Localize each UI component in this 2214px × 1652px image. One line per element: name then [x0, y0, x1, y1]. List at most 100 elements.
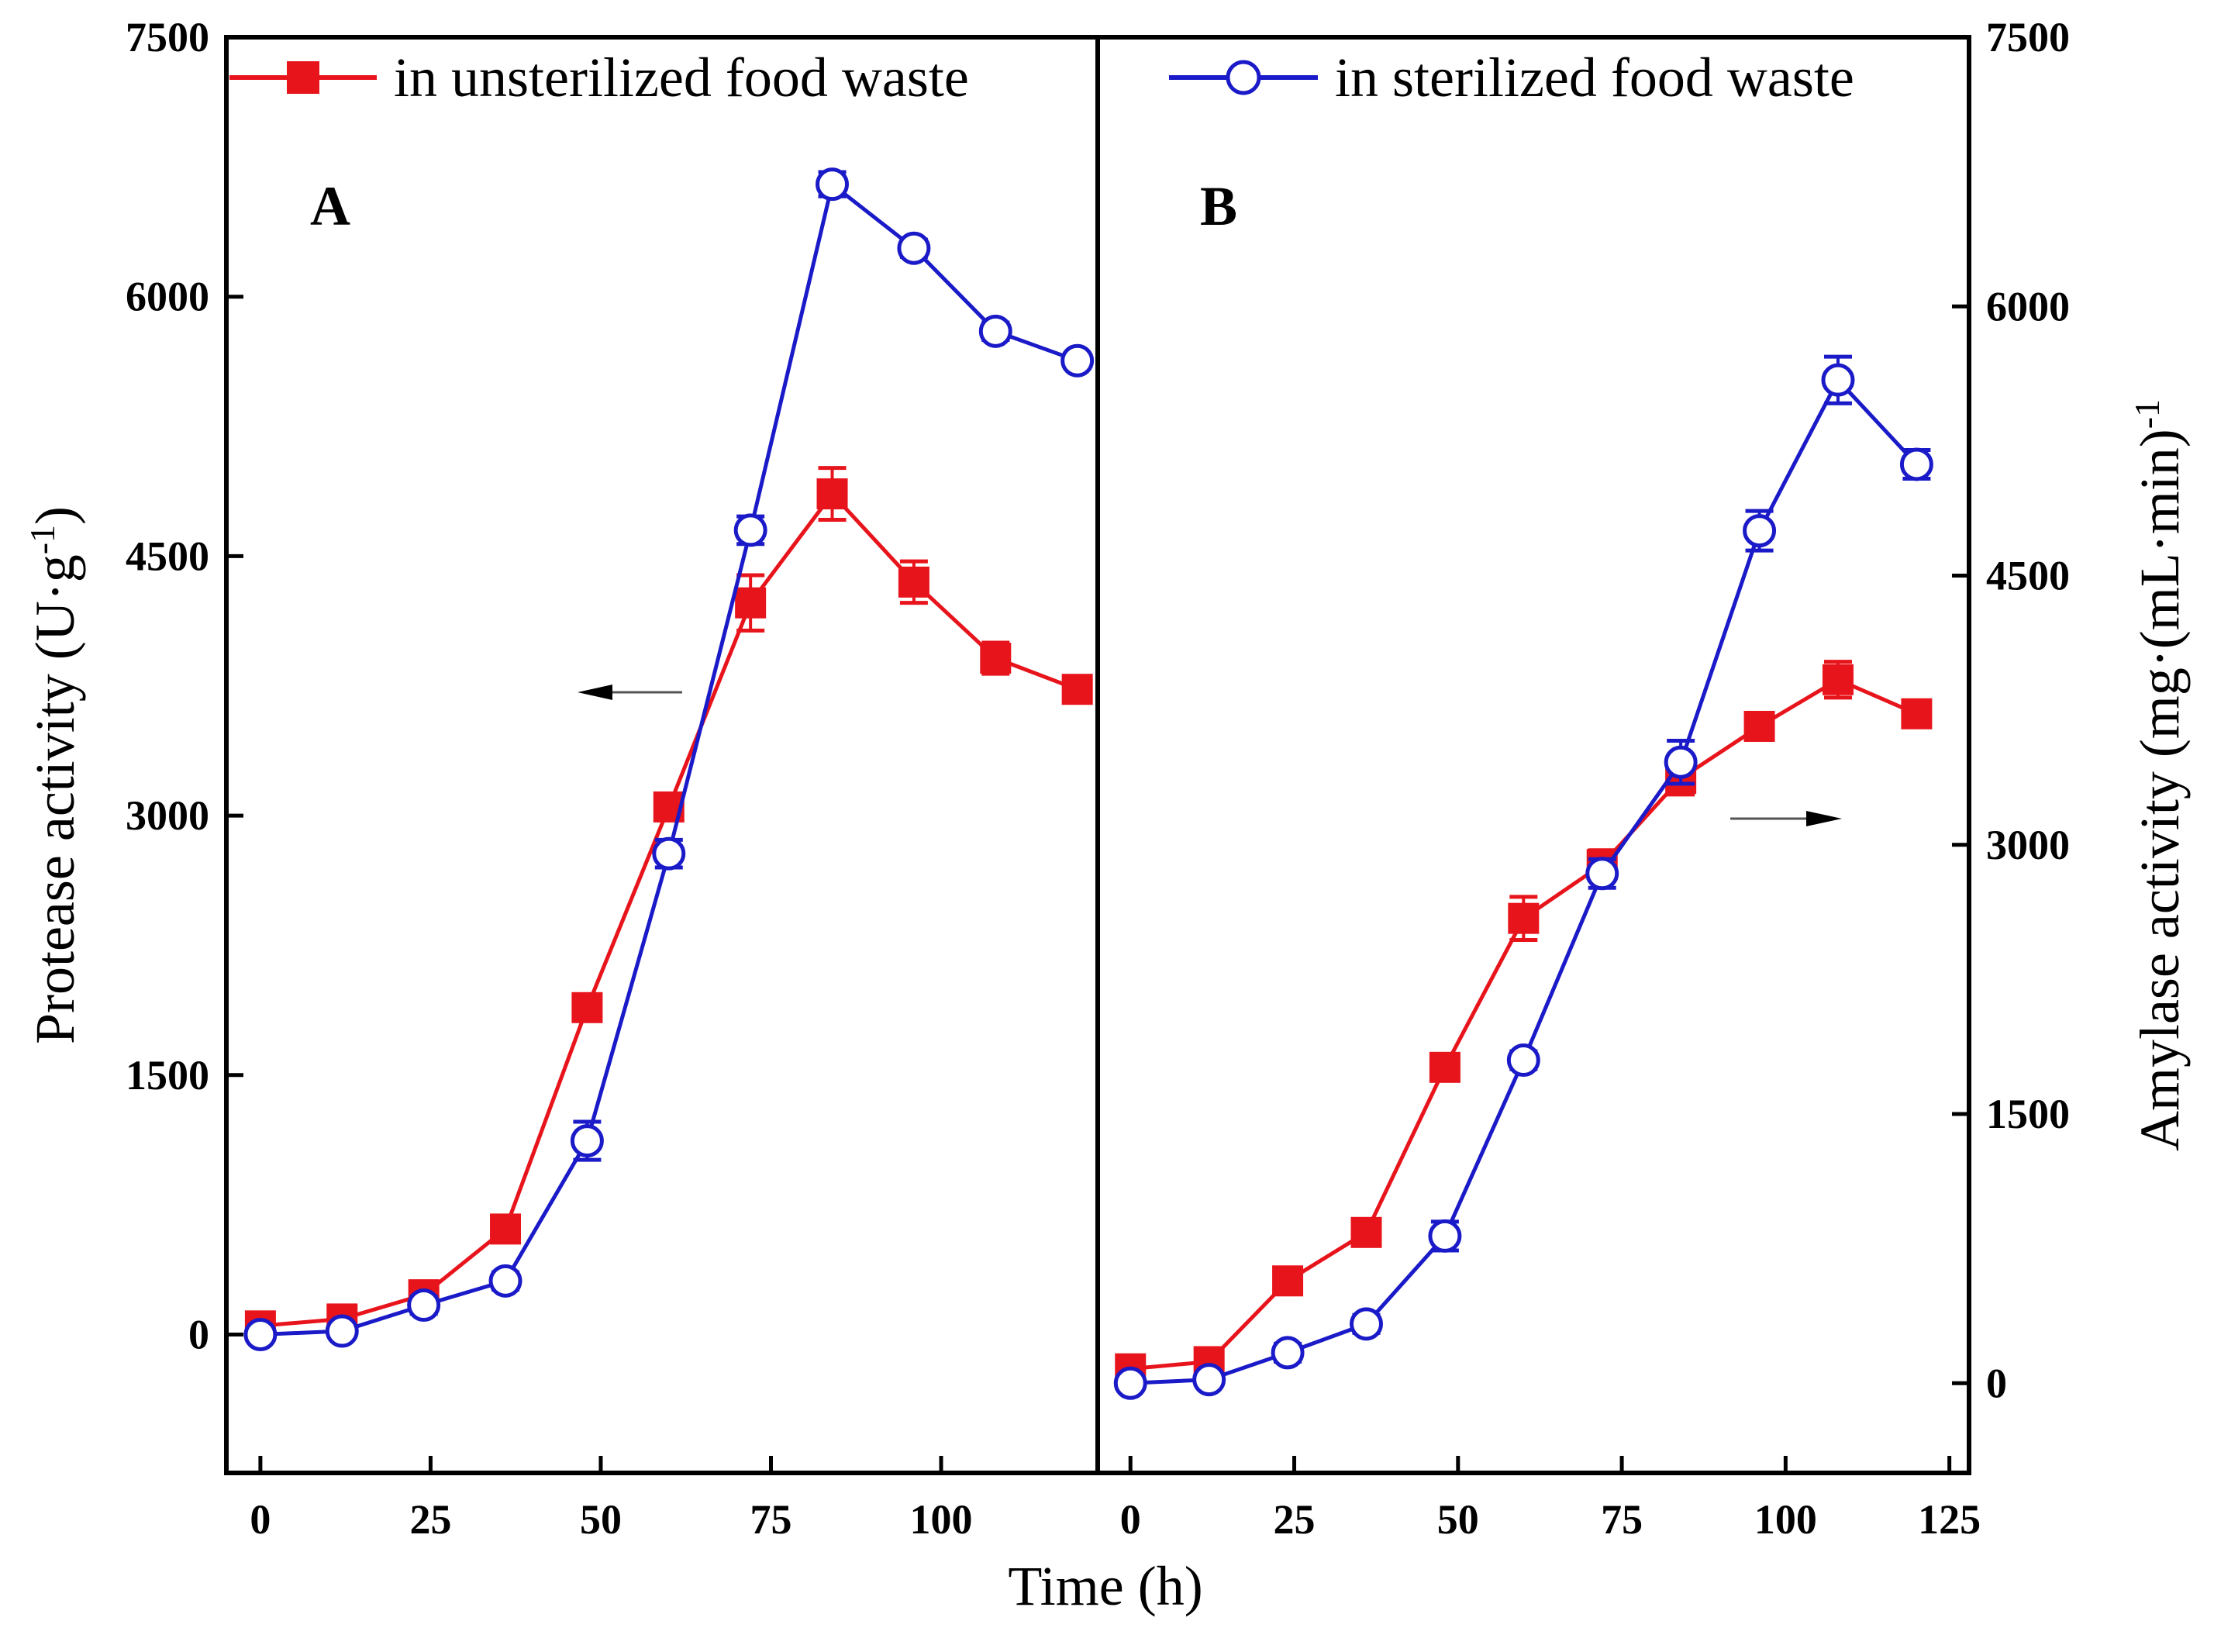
data-point	[1901, 698, 1933, 729]
y-tick-label-a: 1500	[126, 1052, 209, 1098]
marker-circle	[1899, 447, 1933, 481]
legend-sterilized-marker	[1226, 60, 1261, 95]
marker-circle	[733, 513, 767, 547]
y-tick-label-a: 7500	[126, 14, 209, 60]
marker-circle	[1349, 1307, 1383, 1341]
data-point	[978, 314, 1012, 348]
data-point	[1899, 447, 1933, 481]
series-line-b-0	[1130, 678, 1918, 1371]
arrow-left	[578, 685, 682, 700]
panel-b-frame	[1095, 35, 1971, 1475]
marker-square	[1350, 1216, 1382, 1248]
plot-b	[1113, 354, 1933, 1400]
data-point	[407, 1288, 441, 1323]
data-point	[816, 466, 848, 523]
marker-square	[1508, 902, 1540, 934]
x-tick-label-b: 0	[1120, 1496, 1141, 1543]
marker-square	[1822, 664, 1854, 695]
x-tick-label-b: 75	[1601, 1496, 1643, 1543]
marker-square	[1429, 1051, 1460, 1083]
data-point	[1743, 710, 1775, 742]
marker-circle	[1192, 1363, 1226, 1397]
x-tick-label-a: 75	[750, 1496, 792, 1543]
marker-circle	[897, 231, 931, 265]
legend-sterilized-label: in sterilized food waste	[1335, 47, 1854, 109]
marker-circle	[1113, 1366, 1147, 1400]
data-point	[243, 1317, 278, 1351]
y-axis-a-title-sup: -1	[22, 525, 62, 554]
marker-circle	[407, 1288, 441, 1323]
data-point	[1192, 1363, 1226, 1397]
data-point	[571, 992, 603, 1023]
marker-square	[490, 1213, 522, 1245]
y-tick-label-a: 4500	[126, 533, 209, 579]
data-point	[1429, 1051, 1460, 1083]
marker-square	[571, 992, 603, 1023]
marker-circle	[1060, 343, 1095, 378]
marker-circle	[570, 1124, 604, 1158]
marker-circle	[1664, 745, 1698, 779]
y-tick-label-b: 0	[1986, 1360, 2007, 1406]
marker-circle	[1428, 1219, 1462, 1253]
data-point	[1349, 1307, 1383, 1341]
x-tick-label-a: 50	[580, 1496, 622, 1543]
marker-circle	[1821, 363, 1855, 397]
panel-a-frame	[224, 35, 1100, 1475]
data-point	[652, 836, 686, 871]
x-axis-title: Time (h)	[1008, 1555, 1202, 1617]
y-axis-b-title-sup: -1	[2127, 399, 2167, 429]
legend-unsterilized-label: in unsterilized food waste	[394, 47, 969, 109]
data-point	[490, 1213, 522, 1245]
marker-circle	[1743, 514, 1777, 548]
axes-a: 0 1500 3000 4500 6000 7500 0 25 50 75 100	[126, 14, 973, 1543]
y-tick-label-b: 6000	[1986, 283, 2070, 329]
y-axis-b-title-main: Amylase activity (mg·(mL·min)	[2129, 429, 2191, 1151]
x-tick-label-b: 125	[1918, 1496, 1981, 1543]
data-point	[1350, 1216, 1382, 1248]
arrow-left-head	[578, 685, 612, 700]
data-point	[1508, 895, 1540, 942]
x-tick-label-b: 100	[1754, 1496, 1817, 1543]
data-point	[735, 573, 767, 633]
marker-circle	[1271, 1336, 1305, 1370]
series-line-a-1	[260, 182, 1078, 1336]
data-point	[1822, 660, 1854, 700]
marker-circle	[325, 1314, 359, 1348]
y-axis-a-title-close: )	[24, 506, 86, 525]
x-tick-label-a: 100	[910, 1496, 973, 1543]
data-point	[488, 1264, 522, 1298]
data-point	[1821, 354, 1855, 405]
x-tick-label-b: 25	[1274, 1496, 1316, 1543]
plot-a	[243, 167, 1095, 1351]
x-tick-label-b: 50	[1437, 1496, 1479, 1543]
arrow-right	[1730, 811, 1842, 826]
marker-circle	[1506, 1043, 1540, 1078]
data-point	[898, 559, 929, 605]
data-point	[816, 167, 850, 202]
panel-b-label: B	[1200, 175, 1237, 237]
data-point	[570, 1119, 604, 1162]
legend-unsterilized: in unsterilized food waste	[229, 47, 969, 109]
panel-a-label: A	[310, 175, 350, 237]
y-tick-label-a: 0	[188, 1311, 209, 1357]
y-tick-label-b: 3000	[1986, 822, 2070, 868]
legend-unsterilized-marker	[287, 61, 319, 94]
marker-square	[816, 478, 848, 510]
x-tick-label-a: 25	[409, 1496, 451, 1543]
y-axis-a-title-main: Protease activity (U·g	[24, 554, 86, 1044]
data-point	[1428, 1219, 1462, 1253]
data-point	[1664, 738, 1698, 786]
y-axis-b-title: Amylase activity (mg·(mL·min)-1	[2127, 399, 2192, 1151]
marker-square	[898, 566, 929, 598]
legend-sterilized: in sterilized food waste	[1169, 47, 1854, 109]
data-point	[1271, 1336, 1305, 1370]
marker-square	[1901, 698, 1933, 729]
data-point	[897, 231, 931, 265]
series-line-b-1	[1130, 378, 1919, 1385]
data-point	[1061, 674, 1093, 705]
y-axis-a-title: Protease activity (U·g-1)	[22, 506, 87, 1044]
marker-square	[735, 587, 767, 619]
data-point	[1113, 1366, 1147, 1400]
data-point	[325, 1314, 359, 1348]
